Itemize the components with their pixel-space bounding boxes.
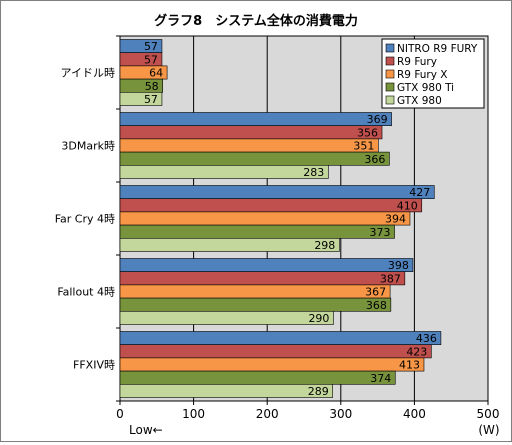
chart-title: グラフ8 システム全体の消費電力 [154, 13, 358, 29]
axis-low-label: Low← [129, 423, 163, 437]
data-label: 351 [353, 140, 374, 153]
axis-unit-label: (W) [478, 423, 499, 437]
data-label: 57 [144, 40, 158, 53]
data-label: 57 [144, 53, 158, 66]
bar [119, 284, 391, 299]
data-label: 398 [388, 259, 409, 272]
category-label: Fallout 4時 [57, 286, 115, 299]
data-label: 369 [367, 113, 388, 126]
bar [119, 271, 406, 286]
bar [119, 112, 392, 126]
data-label: 394 [385, 213, 406, 226]
data-label: 410 [397, 199, 418, 212]
legend-swatch [385, 95, 395, 105]
data-label: 423 [406, 345, 427, 358]
bar [119, 198, 423, 213]
bar [119, 370, 396, 385]
legend-swatch [385, 82, 395, 92]
bar [119, 125, 383, 140]
data-label: 289 [308, 385, 329, 398]
data-label: 57 [144, 93, 158, 106]
legend-entry: GTX 980 Ti [397, 82, 454, 94]
data-label: 436 [416, 332, 437, 345]
bar [119, 258, 414, 272]
data-label: 368 [366, 299, 387, 312]
x-tick-label: 300 [329, 407, 352, 421]
category-axis: アイドル時 3DMark時 Far Cry 4時 Fallout 4時 FFXIV時 [55, 35, 120, 402]
bar [119, 224, 395, 239]
data-label: 367 [365, 286, 386, 299]
x-tick-label: 400 [403, 407, 426, 421]
bar [119, 331, 442, 345]
bar [119, 357, 425, 372]
data-label: 373 [370, 226, 391, 239]
legend-entry: GTX 980 [397, 95, 442, 107]
data-label: 298 [314, 239, 335, 252]
data-label: 366 [364, 153, 385, 166]
data-label: 64 [149, 67, 163, 80]
data-label: 283 [303, 166, 324, 179]
data-label: 387 [380, 272, 401, 285]
data-label: 413 [399, 359, 420, 372]
bar [119, 211, 411, 226]
value-axis: 0 100 200 300 400 500 [116, 401, 499, 421]
legend-swatch [385, 69, 395, 79]
legend-entry: NITRO R9 FURY [397, 43, 478, 55]
bar [119, 310, 334, 325]
bar [119, 297, 392, 312]
bar [119, 185, 435, 199]
legend-entry: R9 Fury X [397, 69, 448, 81]
data-label: 58 [145, 80, 159, 93]
x-tick-label: 500 [477, 407, 500, 421]
category-label: FFXIV時 [73, 359, 115, 372]
data-label: 427 [409, 186, 430, 199]
bar [119, 383, 334, 398]
legend-box [381, 38, 485, 109]
bar [119, 344, 432, 359]
legend-swatch [385, 43, 395, 53]
bar [119, 92, 163, 106]
data-label: 290 [308, 312, 329, 325]
bar-marks: 5757645857369356351366283427410394373298… [119, 39, 442, 398]
x-tick-label: 0 [116, 407, 124, 421]
data-label: 356 [357, 126, 378, 139]
bar [119, 151, 390, 166]
data-label: 374 [370, 372, 391, 385]
bar [119, 165, 329, 179]
bar [119, 238, 340, 252]
x-tick-label: 200 [256, 407, 279, 421]
bar [119, 138, 379, 153]
x-tick-label: 100 [182, 407, 205, 421]
legend-swatch [385, 56, 395, 66]
category-label: Far Cry 4時 [55, 213, 115, 226]
category-label: アイドル時 [61, 67, 115, 80]
legend-entry: R9 Fury [397, 56, 437, 68]
category-label: 3DMark時 [61, 140, 115, 153]
